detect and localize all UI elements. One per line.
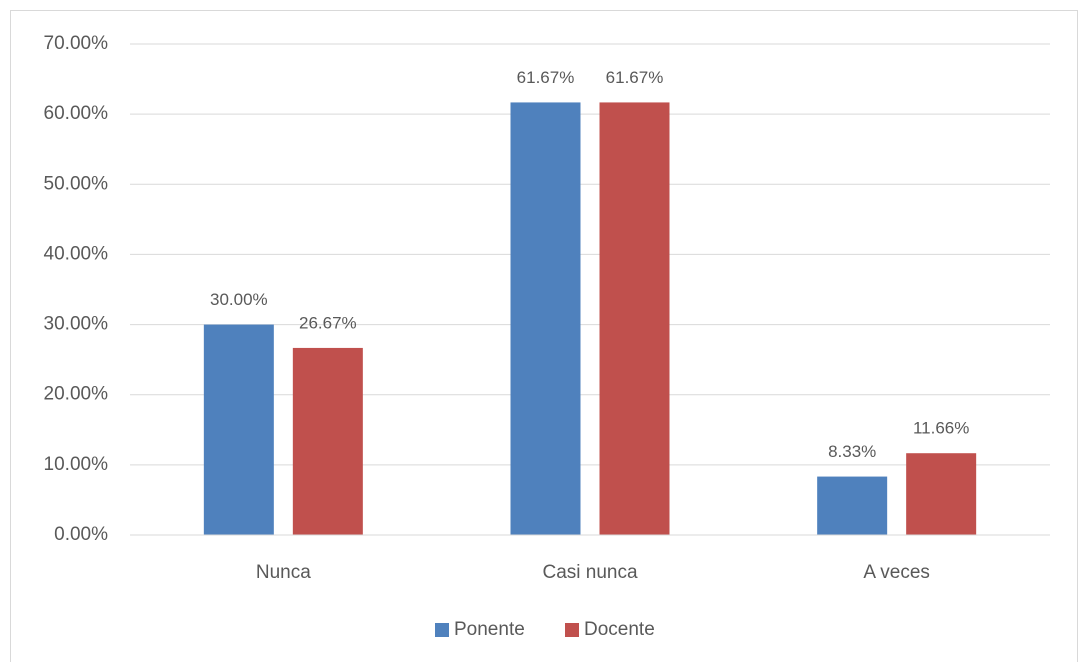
y-tick-label: 0.00%: [54, 524, 108, 545]
data-label: 30.00%: [210, 290, 268, 309]
data-label: 11.66%: [913, 419, 969, 438]
bar: [599, 102, 670, 535]
legend-swatch: [435, 623, 449, 637]
x-tick-label: Nunca: [256, 562, 311, 583]
legend-label: Docente: [584, 619, 655, 640]
y-tick-label: 30.00%: [44, 314, 109, 335]
bar: [292, 347, 363, 535]
y-tick-label: 10.00%: [44, 454, 109, 475]
y-tick-label: 20.00%: [44, 384, 109, 405]
x-tick-label: A veces: [863, 562, 930, 583]
data-label: 8.33%: [828, 442, 876, 461]
data-label: 61.67%: [517, 68, 575, 87]
bar: [510, 102, 581, 535]
x-tick-label: Casi nunca: [542, 562, 637, 583]
y-tick-label: 70.00%: [44, 33, 109, 54]
bar: [817, 476, 888, 535]
legend-swatch: [565, 623, 579, 637]
bar: [203, 324, 274, 535]
y-tick-label: 40.00%: [44, 243, 109, 264]
data-label: 26.67%: [299, 313, 357, 332]
y-tick-label: 50.00%: [44, 173, 109, 194]
data-label: 61.67%: [606, 68, 664, 87]
legend-label: Ponente: [454, 619, 525, 640]
bar: [906, 453, 977, 535]
y-tick-label: 60.00%: [44, 103, 109, 124]
